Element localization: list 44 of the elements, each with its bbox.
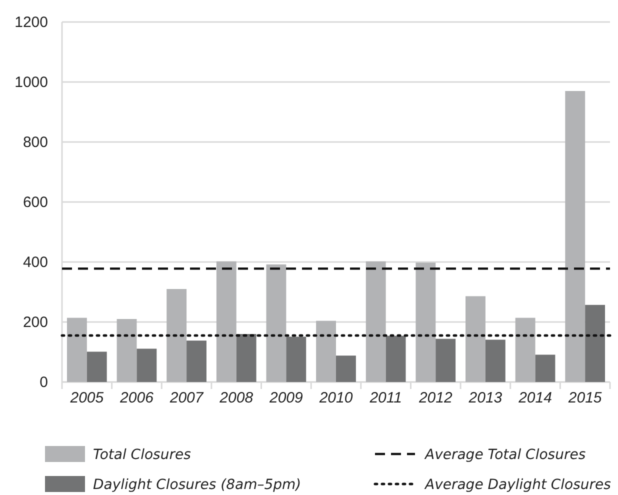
x-tick-label: 2007: [168, 390, 204, 407]
bar: [485, 340, 506, 382]
bar: [585, 304, 606, 382]
y-tick-label: 0: [40, 374, 48, 391]
bar: [565, 91, 586, 382]
legend-label: Average Daylight Closures: [424, 477, 611, 493]
bar: [166, 289, 187, 382]
bar: [386, 336, 406, 382]
x-tick-label: 2014: [518, 390, 552, 407]
x-tick-label: 2008: [218, 390, 254, 407]
x-tick-label: 2010: [318, 390, 354, 407]
legend-label: Average Total Closures: [424, 447, 586, 463]
y-tick-label: 600: [22, 194, 48, 211]
x-tick-label: 2006: [119, 390, 154, 407]
bar: [186, 340, 206, 382]
y-tick-label: 1200: [14, 14, 48, 31]
bar: [236, 334, 256, 382]
bar: [336, 356, 356, 382]
bar: [436, 338, 456, 382]
bar: [136, 348, 157, 382]
x-tick-label: 2005: [69, 390, 104, 407]
x-tick-label: 2009: [268, 390, 304, 407]
bar: [316, 320, 336, 382]
bar: [116, 319, 137, 382]
bar: [266, 264, 286, 382]
bar: [416, 262, 436, 382]
bar: [466, 296, 486, 382]
bar: [66, 318, 87, 382]
legend-label: Daylight Closures (8am–5pm): [93, 477, 302, 493]
y-tick-label: 200: [22, 314, 48, 331]
bar: [286, 336, 306, 382]
x-tick-label: 2013: [468, 390, 503, 407]
bar: [216, 261, 236, 382]
y-tick-label: 800: [22, 134, 48, 151]
y-tick-label: 1000: [14, 74, 48, 91]
bar: [86, 352, 107, 382]
y-tick-label: 400: [22, 254, 48, 271]
legend-label: Total Closures: [93, 447, 191, 463]
bar: [515, 318, 536, 382]
bar: [535, 354, 556, 382]
x-tick-label: 2012: [418, 390, 453, 407]
x-tick-label: 2015: [567, 390, 602, 407]
x-tick-label: 2011: [368, 390, 402, 407]
bar: [366, 261, 386, 382]
